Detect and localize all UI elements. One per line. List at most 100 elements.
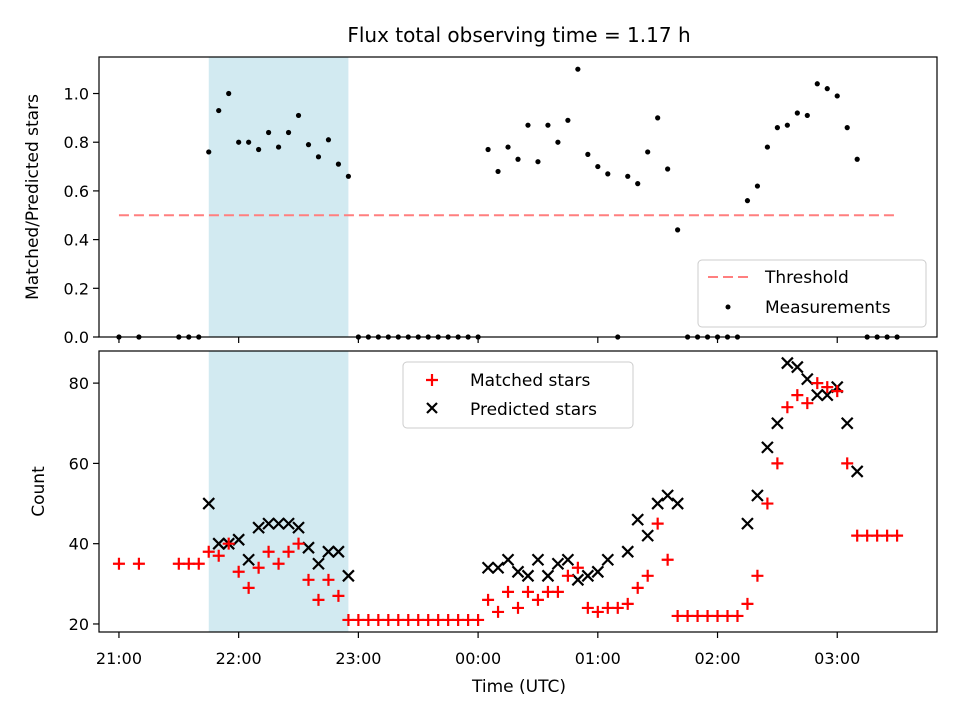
measurement-point [555,139,561,145]
predicted-star-point [811,388,824,402]
measurement-point [535,159,541,165]
chart-title: Flux total observing time = 1.17 h [347,23,690,47]
matched-star-point [252,561,265,574]
measurement-point [525,122,531,128]
measurement-point [515,156,521,162]
matched-star-point [112,557,125,570]
measurements-legend-swatch [725,304,731,310]
matched-star-point [581,601,594,614]
predicted-star-point [292,521,305,534]
matched-legend-swatch [426,374,438,386]
x-tick-label: 00:00 [455,649,501,668]
measurement-point [236,139,242,145]
matched-star-point [472,613,485,626]
measurement-point [635,181,641,187]
measurement-point [545,122,551,128]
predicted-star-point [302,541,315,554]
predicted-star-point [850,465,864,478]
measurement-point [774,125,780,131]
measurement-point [605,171,611,177]
measurement-point [256,146,262,153]
matched-star-point [631,581,644,594]
ratio-panel: 0.0 0.2 0.4 0.6 0.8 1.0 Matched/Predicted sta… [23,56,938,347]
matched-star-point [771,457,784,470]
measurement-point [824,86,830,92]
matched-star-point [502,585,515,598]
matched-star-point [611,601,624,614]
measurements-legend-label: Measurements [765,298,891,318]
predicted-star-point [511,565,525,579]
predicted-star-point [591,565,605,579]
predicted-star-point [771,416,784,430]
measurement-point [655,115,661,121]
x-tick-label: 22:00 [216,649,262,668]
predicted-star-point [531,553,545,567]
matched-star-point [332,589,345,602]
threshold-legend-label: Threshold [764,268,849,288]
x-tick-label: 03:00 [814,649,860,668]
matched-star-point [212,549,225,562]
ratio-y-tick-label: 0.2 [64,279,89,298]
ratio-axes-frame [98,56,938,338]
measurement-point [216,107,222,114]
measurement-point [345,173,352,179]
matched-legend-label: Matched stars [470,371,590,391]
predicted-star-point [561,553,575,567]
matched-star-point [891,529,904,542]
predicted-star-point [491,561,505,575]
matched-star-point [322,573,335,586]
predicted-star-point [262,517,275,530]
ratio-y-ticks: 0.0 0.2 0.4 0.6 0.8 1.0 [64,85,99,347]
matched-star-point [262,545,275,558]
measurement-point [295,112,302,119]
measurement-point [265,129,272,136]
predicted-star-point [551,557,565,571]
count-y-tick-label: 20 [69,615,89,634]
measurement-point [854,156,860,162]
x-tick-label: 01:00 [575,649,621,668]
measurement-point [325,137,332,143]
predicted-star-point [641,529,654,542]
ratio-legend-box [697,259,927,328]
ratio-y-tick-label: 0.8 [64,133,89,152]
measurement-point [575,66,581,72]
x-axis-label: Time (UTC) [471,677,566,697]
matched-star-point [561,569,574,582]
measurement-point [505,144,511,150]
measurement-point [495,168,501,175]
matched-star-point [731,609,744,622]
predicted-star-point [820,388,834,402]
measurement-point [665,166,671,172]
measurement-point [246,139,252,145]
predicted-star-point [282,517,295,530]
predicted-star-point [312,557,325,571]
matched-star-point [831,385,844,398]
count-x-ticks: 21:00 22:00 23:00 00:00 01:00 02:00 03:00 [96,632,860,668]
measurement-point [764,144,771,150]
count-legend-box [402,361,634,429]
ratio-y-tick-label: 0.0 [64,328,89,347]
ratio-y-tick-label: 0.4 [64,231,89,250]
predicted-star-point [661,489,674,502]
predicted-star-point [761,441,774,454]
matched-star-point [232,565,245,578]
measurement-points [116,66,900,340]
predicted-star-point [581,569,595,583]
measurement-point [275,144,282,150]
predicted-star-point [741,517,754,530]
matched-star-point [132,557,145,570]
matched-star-point [791,389,804,402]
matched-star-point [621,597,634,610]
measurement-point [834,93,840,99]
matched-star-point [841,457,854,470]
matched-star-point [492,605,505,618]
predicted-star-point [481,561,495,575]
matched-star-point [292,537,305,550]
predicted-legend-label: Predicted stars [470,400,597,420]
measurement-point [784,122,790,128]
matched-star-point [312,593,325,606]
count-panel: 20 40 60 80 21:00 22:00 23:00 00:00 01:00 02:00 0… [29,350,938,697]
predicted-star-point [332,545,345,558]
matched-star-point [811,377,824,390]
measurement-point [585,151,591,157]
